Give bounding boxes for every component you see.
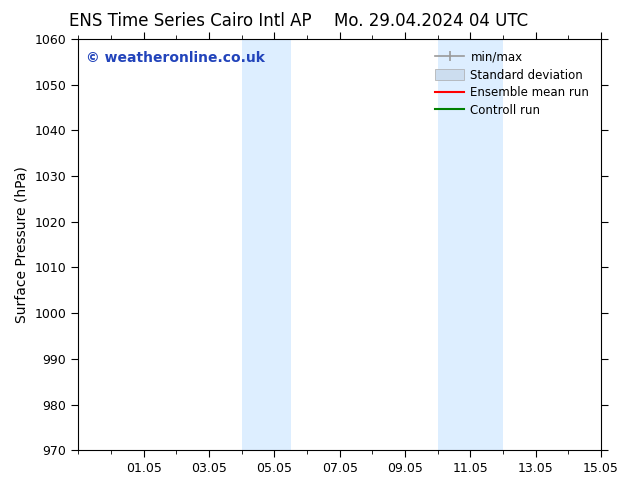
Legend: min/max, Standard deviation, Ensemble mean run, Controll run: min/max, Standard deviation, Ensemble me… — [429, 45, 595, 123]
Bar — [242, 39, 290, 450]
Text: © weatheronline.co.uk: © weatheronline.co.uk — [86, 51, 265, 66]
Bar — [437, 39, 503, 450]
Text: Mo. 29.04.2024 04 UTC: Mo. 29.04.2024 04 UTC — [334, 12, 528, 30]
Y-axis label: Surface Pressure (hPa): Surface Pressure (hPa) — [15, 166, 29, 323]
Text: ENS Time Series Cairo Intl AP: ENS Time Series Cairo Intl AP — [69, 12, 311, 30]
